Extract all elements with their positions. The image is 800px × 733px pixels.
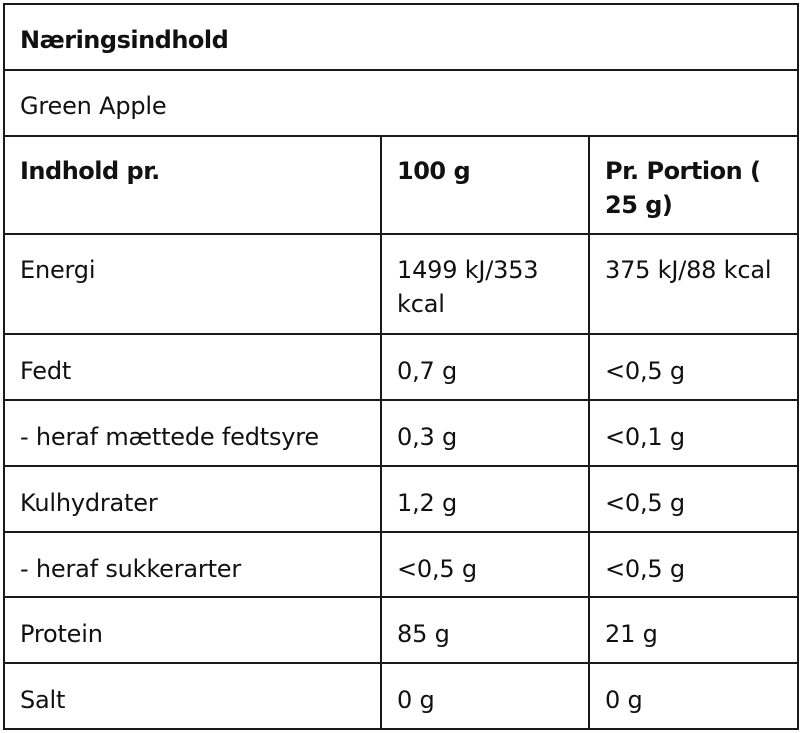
table-row: Energi 1499 kJ/353 kcal 375 kJ/88 kcal <box>3 233 800 336</box>
value-per-100g-cell: 85 g <box>380 596 590 665</box>
table-row: Protein 85 g 21 g <box>3 596 800 665</box>
product-name: Green Apple <box>2 68 800 137</box>
header-cell-per-portion: Pr. Portion ( 25 g) <box>587 134 800 236</box>
table-row: Kulhydrater 1,2 g <0,5 g <box>3 464 800 533</box>
value-per-portion-cell: 21 g <box>587 596 800 665</box>
value-per-portion-cell: <0,5 g <box>587 464 800 533</box>
table-row: - heraf mættede fedtsyre 0,3 g <0,1 g <box>3 398 800 467</box>
value-per-100g-cell: 0,7 g <box>380 333 590 401</box>
nutrient-cell: Protein <box>3 596 382 665</box>
value-per-100g-cell: 1,2 g <box>380 464 590 533</box>
value-per-portion-cell: <0,1 g <box>587 398 800 467</box>
value-per-100g-cell: 1499 kJ/353 kcal <box>380 233 590 336</box>
header-cell-per-100g: 100 g <box>380 134 590 236</box>
value-per-100g-cell: 0,3 g <box>380 398 590 467</box>
header-row: Indhold pr. 100 g Pr. Portion ( 25 g) <box>3 134 800 236</box>
table-row: Fedt 0,7 g <0,5 g <box>3 333 800 401</box>
nutrient-cell: Fedt <box>3 333 382 401</box>
nutrient-cell: Kulhydrater <box>3 464 382 533</box>
value-per-portion-cell: <0,5 g <box>587 530 800 599</box>
nutrient-cell: Salt <box>3 662 382 730</box>
table-title: Næringsindhold <box>2 3 800 71</box>
value-per-100g-cell: <0,5 g <box>380 530 590 599</box>
nutrition-table: Næringsindhold Green Apple Indhold pr. 1… <box>2 3 800 730</box>
value-per-100g-cell: 0 g <box>380 662 590 730</box>
value-per-portion-cell: <0,5 g <box>587 333 800 401</box>
table-row: - heraf sukkerarter <0,5 g <0,5 g <box>3 530 800 599</box>
table-row: Salt 0 g 0 g <box>3 662 800 730</box>
value-per-portion-cell: 0 g <box>587 662 800 730</box>
header-cell-nutrient: Indhold pr. <box>3 134 382 236</box>
nutrient-cell: - heraf sukkerarter <box>3 530 382 599</box>
nutrient-cell: Energi <box>3 233 382 336</box>
value-per-portion-cell: 375 kJ/88 kcal <box>587 233 800 336</box>
nutrient-cell: - heraf mættede fedtsyre <box>3 398 382 467</box>
table-title-row: Næringsindhold <box>2 3 800 71</box>
product-name-row: Green Apple <box>2 68 800 137</box>
